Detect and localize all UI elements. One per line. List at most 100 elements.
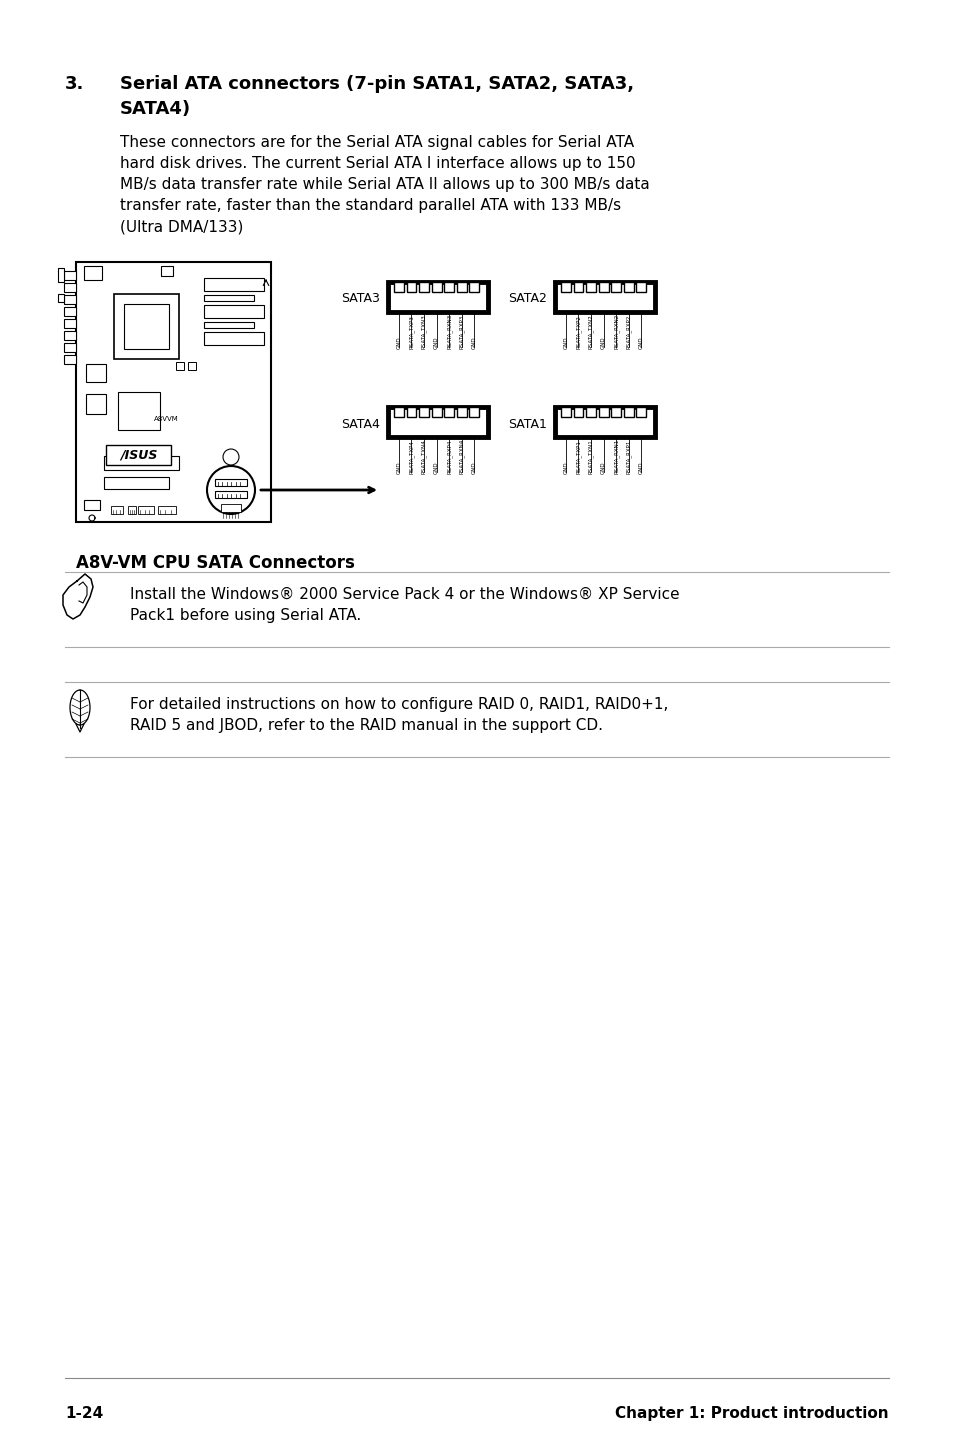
Text: GND: GND: [472, 336, 476, 349]
Text: /ISUS: /ISUS: [120, 449, 157, 462]
Text: A8V-VM CPU SATA Connectors: A8V-VM CPU SATA Connectors: [76, 554, 355, 572]
Bar: [221, 503, 241, 512]
Text: transfer rate, faster than the standard parallel ATA with 133 MB/s: transfer rate, faster than the standard …: [120, 198, 620, 213]
Bar: [456, 407, 466, 417]
Text: GND: GND: [472, 462, 476, 475]
Bar: [58, 293, 64, 302]
Text: RSATA_RXN3: RSATA_RXN3: [446, 313, 452, 349]
Bar: [560, 282, 570, 292]
Text: RSATA_RXP1: RSATA_RXP1: [625, 440, 631, 475]
Text: For detailed instructions on how to configure RAID 0, RAID1, RAID0+1,: For detailed instructions on how to conf…: [130, 697, 668, 712]
Text: SATA1: SATA1: [508, 417, 546, 430]
Text: GND: GND: [434, 336, 438, 349]
Text: 1-24: 1-24: [65, 1406, 103, 1421]
Text: GND: GND: [639, 462, 643, 475]
Bar: [104, 477, 169, 489]
Bar: [585, 282, 596, 292]
Bar: [124, 303, 169, 349]
Bar: [388, 407, 488, 437]
Bar: [64, 319, 76, 328]
Text: GND: GND: [639, 336, 643, 349]
Bar: [406, 407, 416, 417]
Text: Install the Windows® 2000 Service Pack 4 or the Windows® XP Service: Install the Windows® 2000 Service Pack 4…: [130, 587, 679, 603]
Bar: [394, 282, 403, 292]
Bar: [469, 282, 478, 292]
Bar: [418, 407, 429, 417]
Text: RAID 5 and JBOD, refer to the RAID manual in the support CD.: RAID 5 and JBOD, refer to the RAID manua…: [130, 718, 602, 733]
Text: RSATA_TXN1: RSATA_TXN1: [588, 439, 594, 475]
Bar: [598, 407, 608, 417]
Text: These connectors are for the Serial ATA signal cables for Serial ATA: These connectors are for the Serial ATA …: [120, 135, 634, 150]
Bar: [558, 286, 650, 308]
Bar: [204, 305, 264, 318]
Text: SATA2: SATA2: [508, 292, 546, 305]
Text: RSATA_TXN3: RSATA_TXN3: [421, 315, 426, 349]
Bar: [204, 332, 264, 345]
Bar: [444, 282, 454, 292]
Bar: [64, 270, 76, 280]
Bar: [64, 355, 76, 364]
Bar: [573, 282, 583, 292]
Bar: [104, 456, 179, 470]
Bar: [188, 362, 195, 370]
Bar: [469, 407, 478, 417]
Bar: [611, 407, 620, 417]
Text: RSATA_TXN4: RSATA_TXN4: [421, 439, 426, 475]
Bar: [175, 362, 184, 370]
Text: A8VVM: A8VVM: [153, 416, 178, 421]
Text: (Ultra DMA/133): (Ultra DMA/133): [120, 219, 243, 234]
Bar: [406, 282, 416, 292]
Bar: [64, 331, 76, 339]
Bar: [106, 444, 171, 464]
Bar: [214, 479, 247, 486]
Text: RSATA_TXN2: RSATA_TXN2: [588, 315, 594, 349]
Bar: [388, 282, 488, 312]
Bar: [158, 506, 175, 513]
Bar: [64, 295, 76, 303]
Text: GND: GND: [600, 336, 605, 349]
Bar: [598, 282, 608, 292]
Bar: [623, 407, 633, 417]
Text: Serial ATA connectors (7-pin SATA1, SATA2, SATA3,: Serial ATA connectors (7-pin SATA1, SATA…: [120, 75, 634, 93]
Text: MB/s data transfer rate while Serial ATA II allows up to 300 MB/s data: MB/s data transfer rate while Serial ATA…: [120, 177, 649, 193]
Bar: [394, 407, 403, 417]
Bar: [204, 278, 264, 290]
Text: 3.: 3.: [65, 75, 84, 93]
Bar: [444, 407, 454, 417]
Bar: [456, 282, 466, 292]
Text: GND: GND: [434, 462, 438, 475]
Text: Pack1 before using Serial ATA.: Pack1 before using Serial ATA.: [130, 608, 361, 623]
Bar: [86, 394, 106, 414]
Text: RSATA_RXP2: RSATA_RXP2: [625, 315, 631, 349]
Bar: [611, 282, 620, 292]
Text: GND: GND: [396, 462, 401, 475]
Circle shape: [223, 449, 239, 464]
Text: RSATA_RXN2: RSATA_RXN2: [613, 313, 618, 349]
Text: SATA4: SATA4: [341, 417, 379, 430]
Text: hard disk drives. The current Serial ATA I interface allows up to 150: hard disk drives. The current Serial ATA…: [120, 155, 635, 171]
Bar: [573, 407, 583, 417]
Bar: [418, 282, 429, 292]
Bar: [118, 393, 160, 430]
Text: GND: GND: [563, 462, 568, 475]
Text: GND: GND: [396, 336, 401, 349]
Text: SATA3: SATA3: [341, 292, 379, 305]
Bar: [432, 282, 441, 292]
Bar: [555, 407, 655, 437]
Bar: [113, 293, 179, 360]
Bar: [64, 344, 76, 352]
Bar: [204, 295, 253, 301]
Bar: [392, 286, 483, 308]
Bar: [558, 411, 650, 433]
Text: RSATA_TXP4: RSATA_TXP4: [408, 440, 414, 475]
Text: GND: GND: [563, 336, 568, 349]
Text: RSATA_RXN4: RSATA_RXN4: [458, 439, 464, 475]
Bar: [585, 407, 596, 417]
Text: SATA4): SATA4): [120, 101, 191, 118]
Text: Chapter 1: Product introduction: Chapter 1: Product introduction: [615, 1406, 888, 1421]
Bar: [128, 506, 136, 513]
Text: RSATA_TXP2: RSATA_TXP2: [575, 315, 580, 349]
Bar: [204, 322, 253, 328]
Bar: [555, 282, 655, 312]
Bar: [636, 282, 645, 292]
